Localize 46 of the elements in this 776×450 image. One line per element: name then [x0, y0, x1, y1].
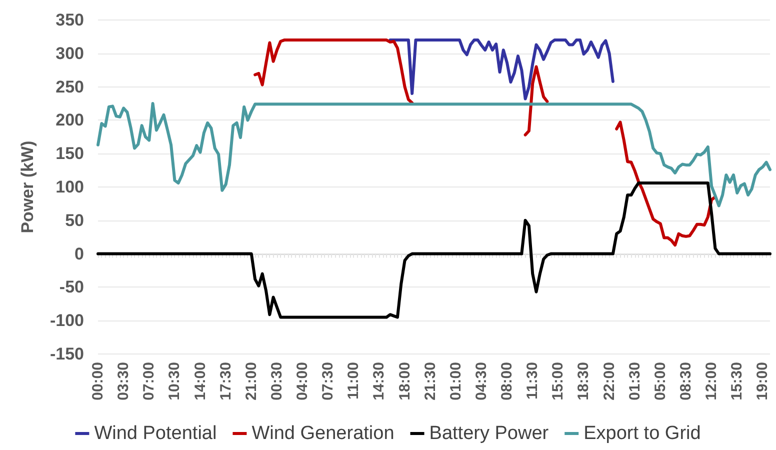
- y-tick-label: 350: [56, 10, 84, 30]
- legend-label: Wind Potential: [94, 423, 217, 444]
- x-tick-label: 05:00: [652, 362, 669, 400]
- x-tick-label: 15:30: [728, 362, 746, 400]
- x-tick-label: 00:00: [90, 362, 106, 400]
- x-tick-label: 08:30: [678, 362, 694, 400]
- y-tick-label: -150: [50, 344, 84, 364]
- y-tick-label: 0: [74, 244, 84, 264]
- y-tick-label: 300: [56, 44, 84, 63]
- legend-label: Wind Generation: [252, 423, 394, 444]
- x-tick-label: 11:30: [524, 362, 542, 400]
- x-tick-label: 21:30: [422, 362, 439, 400]
- line-series: [96, 181, 772, 319]
- x-tick-label: 15:00: [550, 362, 567, 400]
- x-tick-label: 18:30: [575, 362, 592, 400]
- x-tick-label: 19:00: [754, 362, 772, 400]
- x-tick-label: 07:00: [140, 362, 158, 400]
- y-tick-label: -100: [50, 311, 84, 330]
- x-tick-label: 17:30: [217, 362, 234, 400]
- x-tick-label: 14:00: [192, 362, 209, 400]
- y-tick-label: 250: [56, 77, 84, 96]
- x-tick-label: 14:30: [370, 362, 388, 400]
- x-tick-label: 22:00: [600, 362, 618, 400]
- x-tick-label: 04:30: [472, 362, 490, 400]
- x-tick-label: 10:30: [166, 362, 184, 400]
- legend-label: Export to Grid: [584, 423, 701, 444]
- x-tick-label: 01:30: [626, 362, 644, 400]
- x-tick-label: 00:30: [268, 362, 286, 400]
- y-axis-title: Power (kW): [18, 140, 37, 234]
- line-series: [388, 38, 614, 100]
- x-tick-label: 11:00: [345, 362, 362, 400]
- y-tick-label: 100: [56, 178, 84, 196]
- x-tick-label: 07:30: [320, 362, 337, 400]
- y-tick-label: 150: [56, 144, 84, 164]
- line-series: [96, 102, 772, 208]
- x-tick-label: 04:00: [294, 362, 312, 400]
- x-tick-label: 08:00: [498, 362, 516, 400]
- y-tick-label: 200: [56, 110, 84, 130]
- x-tick-label: 21:00: [242, 362, 260, 400]
- y-tick-label: -50: [59, 278, 84, 297]
- x-tick-label: 12:00: [703, 362, 720, 400]
- x-tick-label: 01:00: [447, 362, 464, 400]
- legend-label: Battery Power: [429, 423, 550, 444]
- x-tick-label: 18:00: [396, 362, 414, 400]
- y-tick-label: 50: [65, 210, 84, 230]
- x-tick-label: 03:30: [115, 362, 132, 400]
